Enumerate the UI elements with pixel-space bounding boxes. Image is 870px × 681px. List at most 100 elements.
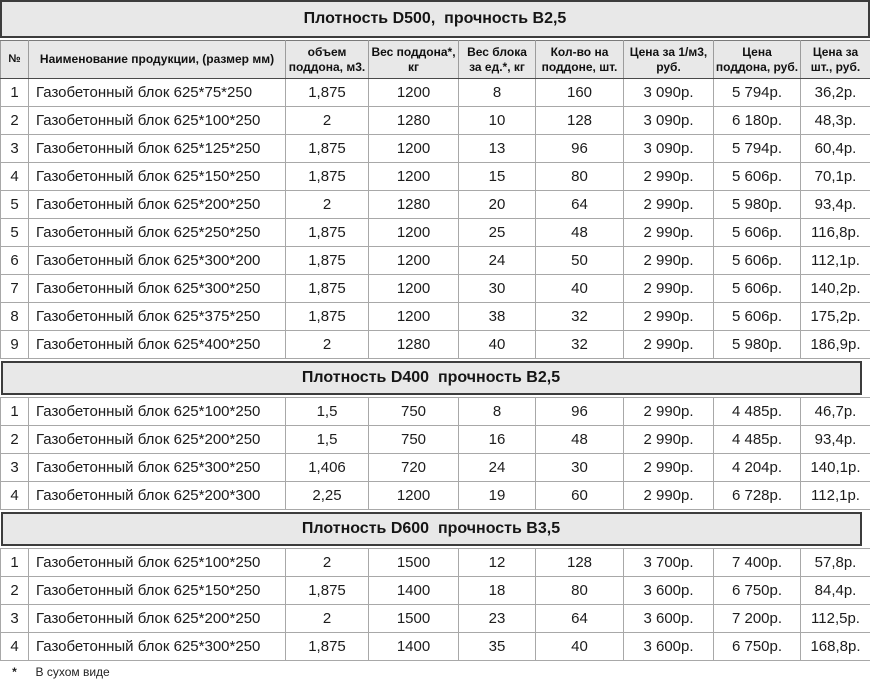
column-header-pallet-weight: Вес поддона*, кг (368, 40, 459, 79)
product-name-cell: Газобетонный блок 625*200*250 (28, 190, 286, 219)
row-number-cell: 2 (0, 106, 29, 135)
price-m3-cell: 2 990р. (623, 453, 714, 482)
price-table: № Наименование продукции, (размер мм) об… (0, 40, 870, 681)
row-number-cell: 2 (0, 576, 29, 605)
price-unit-cell: 84,4р. (800, 576, 870, 605)
pallet-weight-cell: 1280 (368, 330, 459, 359)
price-m3-cell: 3 600р. (623, 576, 714, 605)
unit-weight-cell: 25 (458, 218, 536, 247)
unit-weight-cell: 40 (458, 330, 536, 359)
table-row: 3 Газобетонный блок 625*200*250 2 1500 23 64 3… (0, 604, 870, 633)
table-header-row: № Наименование продукции, (размер мм) об… (0, 40, 870, 79)
pallet-weight-cell: 1400 (368, 576, 459, 605)
product-name-cell: Газобетонный блок 625*100*250 (28, 106, 286, 135)
column-header-price-m3: Цена за 1/м3, руб. (623, 40, 714, 79)
product-name-cell: Газобетонный блок 625*300*200 (28, 246, 286, 275)
unit-weight-cell: 23 (458, 604, 536, 633)
pallet-weight-cell: 1200 (368, 162, 459, 191)
product-name-cell: Газобетонный блок 625*75*250 (28, 78, 286, 107)
price-m3-cell: 2 990р. (623, 246, 714, 275)
price-m3-cell: 2 990р. (623, 481, 714, 510)
price-pallet-cell: 4 485р. (713, 397, 801, 426)
table-row: 7 Газобетонный блок 625*300*250 1,875 1200 3… (0, 274, 870, 303)
row-number-cell: 4 (0, 481, 29, 510)
product-name-cell: Газобетонный блок 625*400*250 (28, 330, 286, 359)
qty-cell: 30 (535, 453, 624, 482)
price-m3-cell: 2 990р. (623, 302, 714, 331)
qty-cell: 60 (535, 481, 624, 510)
volume-cell: 2 (285, 548, 369, 577)
column-header-price-unit: Цена за шт., руб. (800, 40, 870, 79)
price-pallet-cell: 7 200р. (713, 604, 801, 633)
row-number-cell: 1 (0, 78, 29, 107)
price-pallet-cell: 6 728р. (713, 481, 801, 510)
price-pallet-cell: 5 980р. (713, 190, 801, 219)
volume-cell: 2 (285, 330, 369, 359)
price-unit-cell: 175,2р. (800, 302, 870, 331)
column-header-pallet-volume: объем поддона, м3. (285, 40, 369, 79)
qty-cell: 160 (535, 78, 624, 107)
price-pallet-cell: 7 400р. (713, 548, 801, 577)
product-name-cell: Газобетонный блок 625*100*250 (28, 548, 286, 577)
product-name-cell: Газобетонный блок 625*250*250 (28, 218, 286, 247)
price-m3-cell: 2 990р. (623, 330, 714, 359)
volume-cell: 1,5 (285, 425, 369, 454)
qty-cell: 64 (535, 604, 624, 633)
unit-weight-cell: 24 (458, 246, 536, 275)
row-number-cell: 3 (0, 604, 29, 633)
price-unit-cell: 112,1р. (800, 246, 870, 275)
product-name-cell: Газобетонный блок 625*300*250 (28, 274, 286, 303)
pallet-weight-cell: 1200 (368, 481, 459, 510)
price-pallet-cell: 5 794р. (713, 134, 801, 163)
price-m3-cell: 2 990р. (623, 162, 714, 191)
volume-cell: 1,5 (285, 397, 369, 426)
price-unit-cell: 93,4р. (800, 425, 870, 454)
pallet-weight-cell: 720 (368, 453, 459, 482)
pallet-weight-cell: 1200 (368, 246, 459, 275)
qty-cell: 40 (535, 632, 624, 661)
price-unit-cell: 36,2р. (800, 78, 870, 107)
table-row: 2 Газобетонный блок 625*100*250 2 1280 10 128… (0, 106, 870, 135)
price-pallet-cell: 6 180р. (713, 106, 801, 135)
row-number-cell: 9 (0, 330, 29, 359)
row-number-cell: 3 (0, 453, 29, 482)
row-number-cell: 2 (0, 425, 29, 454)
row-number-cell: 5 (0, 218, 29, 247)
price-m3-cell: 3 600р. (623, 604, 714, 633)
row-number-cell: 3 (0, 134, 29, 163)
row-number-cell: 6 (0, 246, 29, 275)
product-name-cell: Газобетонный блок 625*200*250 (28, 604, 286, 633)
section-title: Плотность D400 прочность В2,5 (0, 361, 862, 395)
footnote-marker: * (0, 660, 29, 681)
pallet-weight-cell: 750 (368, 397, 459, 426)
table-row: 8 Газобетонный блок 625*375*250 1,875 1200 3… (0, 302, 870, 331)
price-pallet-cell: 4 204р. (713, 453, 801, 482)
table-row: 9 Газобетонный блок 625*400*250 2 1280 40 32 2… (0, 330, 870, 359)
price-m3-cell: 2 990р. (623, 274, 714, 303)
unit-weight-cell: 10 (458, 106, 536, 135)
price-unit-cell: 112,1р. (800, 481, 870, 510)
unit-weight-cell: 20 (458, 190, 536, 219)
section-header-cell: Плотность D600 прочность В3,5 (0, 509, 870, 549)
unit-weight-cell: 8 (458, 397, 536, 426)
price-m3-cell: 3 600р. (623, 632, 714, 661)
volume-cell: 1,406 (285, 453, 369, 482)
unit-weight-cell: 35 (458, 632, 536, 661)
price-pallet-cell: 5 606р. (713, 246, 801, 275)
volume-cell: 2 (285, 106, 369, 135)
qty-cell: 96 (535, 134, 624, 163)
price-unit-cell: 60,4р. (800, 134, 870, 163)
pallet-weight-cell: 1500 (368, 604, 459, 633)
unit-weight-cell: 15 (458, 162, 536, 191)
unit-weight-cell: 19 (458, 481, 536, 510)
price-unit-cell: 57,8р. (800, 548, 870, 577)
price-m3-cell: 2 990р. (623, 218, 714, 247)
table-row: 5 Газобетонный блок 625*200*250 2 1280 20 64 2… (0, 190, 870, 219)
section-title: Плотность D600 прочность В3,5 (0, 512, 862, 546)
footnote-row: * В сухом виде (0, 660, 870, 681)
row-number-cell: 4 (0, 162, 29, 191)
unit-weight-cell: 30 (458, 274, 536, 303)
pallet-weight-cell: 1200 (368, 134, 459, 163)
qty-cell: 80 (535, 162, 624, 191)
product-name-cell: Газобетонный блок 625*300*250 (28, 632, 286, 661)
